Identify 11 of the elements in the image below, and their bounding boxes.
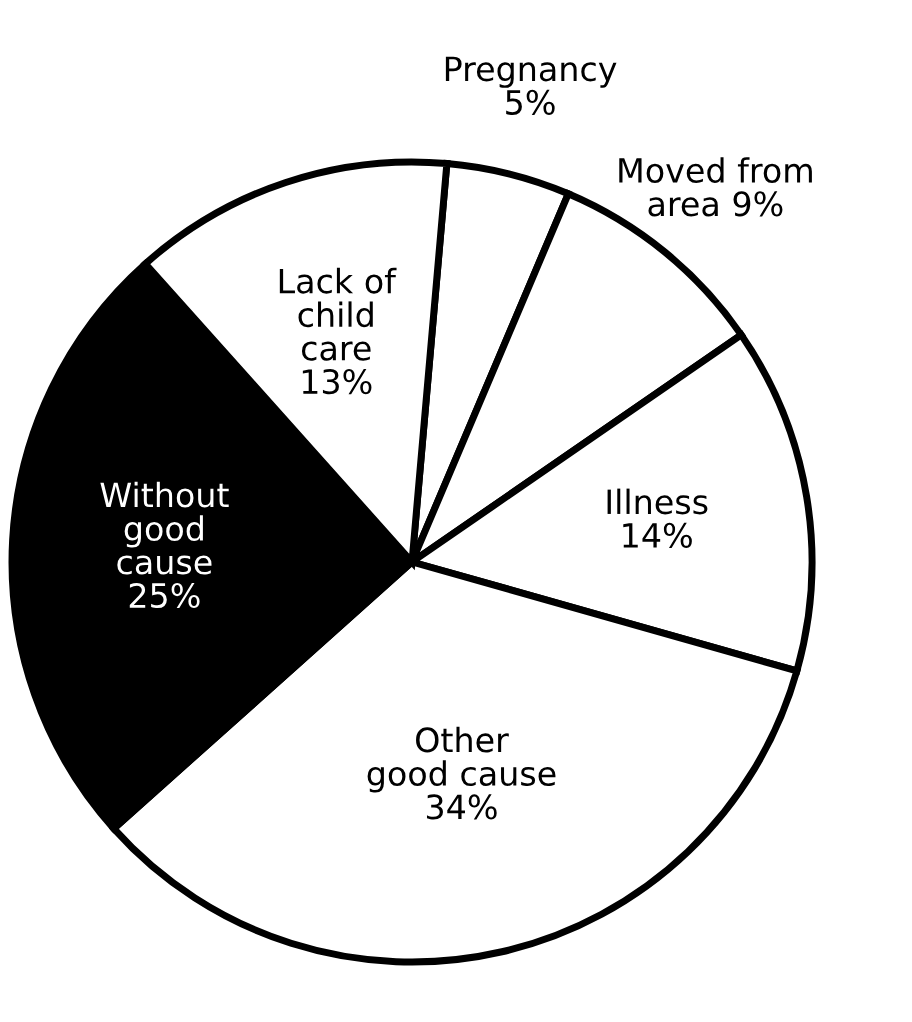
data-label: 14% [623,522,692,548]
slice-label: Lack of child care [279,267,397,361]
data-label: 25% [129,582,200,609]
slice-label: Other good cause [367,726,556,793]
slice-label: Without good cause [100,481,229,575]
data-label: 13% [302,369,372,395]
slice-label: Illness [607,488,708,515]
slice-label: Pregnancy [445,56,617,88]
slice-label: Moved from area 9% [619,157,812,217]
data-label: 34% [426,794,497,820]
data-label: 5% [506,89,555,115]
